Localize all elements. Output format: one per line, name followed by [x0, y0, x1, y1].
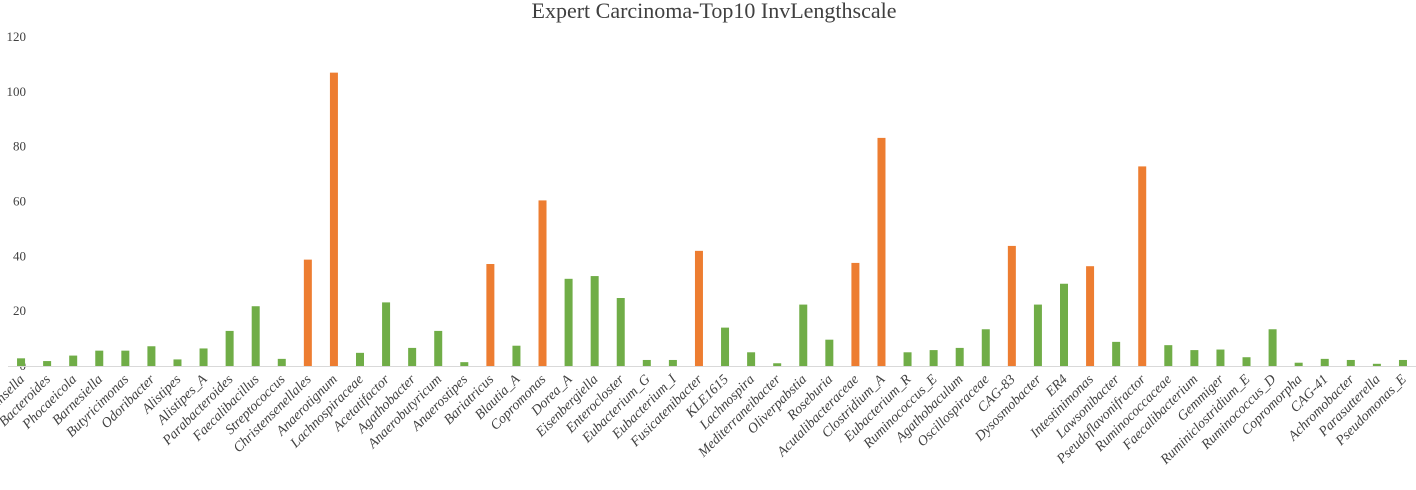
bar-faecalibacillus	[252, 306, 260, 366]
bar-ruminococcus-d	[1269, 329, 1277, 366]
bar-alistipes	[173, 359, 181, 366]
bar-acutalibacteraceae	[851, 263, 859, 366]
bar-ruminococcus-e	[930, 350, 938, 366]
bar-roseburia	[825, 340, 833, 366]
bar-anaerostipes	[460, 362, 468, 366]
bar-copromonas	[539, 200, 547, 366]
bar-eubacterium-g	[643, 360, 651, 366]
bar-alistipes-a	[200, 348, 208, 366]
bar-fusicatenibacter	[695, 251, 703, 366]
bar-agathobaculum	[956, 348, 964, 366]
bar-dysosmobacter	[1034, 305, 1042, 366]
y-axis: 020406080100120	[7, 29, 1416, 373]
bar-phocaeicola	[69, 356, 77, 366]
bar-lachnospiraceae	[356, 353, 364, 366]
bar-cag-41	[1321, 359, 1329, 366]
y-tick-label: 100	[7, 84, 27, 99]
bar-ruminiclostridium-e	[1243, 357, 1251, 366]
bar-pseudomonas-e	[1399, 360, 1407, 366]
bar-eisenbergiella	[591, 276, 599, 366]
bar-kle1615	[721, 328, 729, 366]
bar-butyricimonas	[121, 351, 129, 366]
bar-oscillospiraceae	[982, 329, 990, 366]
bar-intestinimonas	[1086, 266, 1094, 366]
bar-barnesiella	[95, 351, 103, 366]
bar-faecalibacterium	[1190, 350, 1198, 366]
bar-anaerotignum	[330, 73, 338, 366]
bar-lachnospira	[747, 352, 755, 366]
bar-oliverpabstia	[799, 305, 807, 366]
bar-mediterraneibacter	[773, 363, 781, 366]
y-tick-label: 40	[13, 248, 26, 263]
x-axis: CollinsellaBacteroidesPhocaeicolaBarnesi…	[0, 371, 1410, 468]
bar-parabacteroides	[226, 331, 234, 366]
bar-achromobacter	[1347, 360, 1355, 366]
bar-clostridium-a	[877, 138, 885, 366]
y-tick-label: 80	[13, 139, 26, 154]
bar-acetatifactor	[382, 302, 390, 366]
bar-collinsella	[17, 358, 25, 366]
bar-gemmiger	[1216, 350, 1224, 366]
bar-dorea-a	[565, 279, 573, 366]
bar-copromorpha	[1295, 363, 1303, 366]
bar-enterocloster	[617, 298, 625, 366]
bar-eubacterium-i	[669, 360, 677, 366]
bar-blautia-a	[512, 346, 520, 366]
bar-agathobacter	[408, 348, 416, 366]
bar-christensenellales	[304, 260, 312, 366]
bar-er4	[1060, 284, 1068, 366]
bar-lawsonibacter	[1112, 342, 1120, 366]
bar-bacteroides	[43, 361, 51, 366]
bar-anaerobutyricum	[434, 331, 442, 366]
y-tick-label: 60	[13, 194, 26, 209]
bar-bariatricus	[486, 264, 494, 366]
bar-parasutterella	[1373, 364, 1381, 366]
bars	[17, 73, 1407, 366]
bar-odoribacter	[147, 346, 155, 366]
bar-streptococcus	[278, 359, 286, 366]
bar-eubacterium-r	[904, 352, 912, 366]
y-tick-label: 120	[7, 29, 27, 44]
chart-title: Expert Carcinoma-Top10 InvLengthscale	[532, 0, 897, 23]
bar-pseudoflavonifractor	[1138, 166, 1146, 366]
bar-ruminococcaceae	[1164, 345, 1172, 366]
y-tick-label: 20	[13, 303, 26, 318]
bar-cag-83	[1008, 246, 1016, 366]
